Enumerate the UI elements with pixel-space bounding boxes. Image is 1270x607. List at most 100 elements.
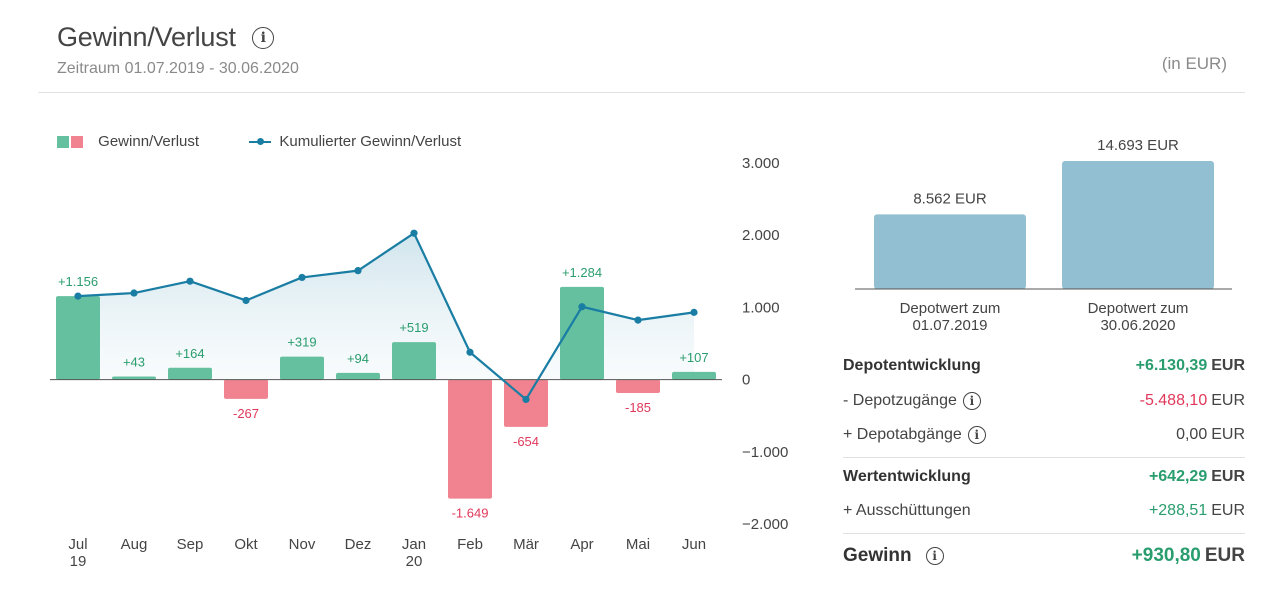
legend-bars[interactable]: Gewinn/Verlust	[57, 133, 199, 150]
cumulative-point-4	[298, 273, 306, 282]
summary-row-label-text: + Depotabgänge	[843, 426, 962, 443]
bar-value-label-2: +164	[175, 346, 204, 361]
bar-value-label-6: +519	[399, 320, 428, 335]
bar-value-label-3: -267	[233, 406, 259, 421]
header: Gewinn/Verlust i	[57, 22, 275, 53]
summary-row-value: +930,80 EUR	[1132, 536, 1245, 576]
cumulative-point-8	[522, 395, 530, 404]
bar-10	[616, 379, 660, 393]
summary-row-label: Gewinn i	[843, 536, 944, 576]
legend-bars-label: Gewinn/Verlust	[98, 132, 200, 150]
summary-row-amount: -5.488,10	[1139, 392, 1208, 409]
summary-row-value: -5.488,10 EUR	[1140, 384, 1245, 418]
x-tick-label-4: Nov	[289, 536, 316, 553]
bar-1	[112, 376, 156, 380]
cumulative-point-10	[634, 316, 642, 324]
summary-row-label: + Ausschüttungen	[843, 494, 971, 528]
summary-row-currency: EUR	[1204, 545, 1245, 566]
cumulative-point-3	[242, 296, 250, 305]
cumulative-area	[78, 233, 694, 400]
monthly-profit-chart: +1.156 +43 +164 -267 +319 +94 +519 -1.649 -654 +1…	[50, 155, 788, 570]
cumulative-point-5	[354, 267, 362, 275]
legend-line-label: Kumulierter Gewinn/Verlust	[279, 132, 462, 150]
depot-bar-value-label-0: 8.562 EUR	[913, 190, 987, 207]
info-icon[interactable]: i	[967, 425, 986, 444]
bar-3	[224, 379, 268, 399]
unit-label: (in EUR)	[1161, 54, 1227, 73]
depot-bar-1	[1062, 161, 1214, 289]
bar-value-label-0: +1.156	[58, 274, 98, 289]
header-divider	[38, 92, 1245, 93]
cumulative-line	[77, 232, 695, 401]
bar-value-label-7: -1.649	[452, 506, 489, 521]
summary-row-value: +288,51 EUR	[1149, 494, 1245, 528]
summary-row-amount: +6.130,39	[1135, 357, 1208, 374]
y-tick-label-3: 0	[742, 372, 750, 389]
summary-row-value: 0,00 EUR	[1176, 418, 1245, 452]
depot-category-label-0-line2: 01.07.2019	[912, 317, 987, 334]
legend-line[interactable]: Kumulierter Gewinn/Verlust	[245, 133, 461, 150]
bar-value-label-11: +107	[679, 350, 708, 365]
x-tick-label-8: Mär	[513, 536, 539, 553]
x-tick-label-6-line2: 20	[406, 553, 423, 570]
summary-row-label-text: Gewinn	[843, 545, 912, 566]
bar-value-label-8: -654	[513, 434, 539, 449]
cumulative-point-0	[74, 292, 82, 300]
bar-7	[448, 379, 492, 499]
summary-row-label-text: + Ausschüttungen	[843, 502, 971, 519]
summary-row-amount: +930,80	[1131, 545, 1201, 566]
x-tick-label-0-line2: 19	[70, 553, 87, 570]
summary-row: Gewinn i +930,80 EUR	[843, 536, 1245, 570]
depot-bar-value-label-1: 14.693 EUR	[1097, 137, 1179, 154]
summary-row-currency: EUR	[1211, 502, 1245, 519]
y-tick-label-2: 1.000	[742, 299, 780, 316]
summary-row-label-text: Depotentwicklung	[843, 357, 981, 374]
summary-row-label: Wertentwicklung	[843, 460, 971, 494]
summary-row: + Ausschüttungen +288,51 EUR	[843, 494, 1245, 528]
depot-category-label-1: Depotwert zum	[1088, 300, 1189, 317]
x-tick-label-2: Sep	[177, 536, 204, 553]
summary-row-label: - Depotzugänge i	[843, 384, 981, 418]
summary-row: Wertentwicklung +642,29 EUR	[843, 460, 1245, 494]
bar-value-label-10: -185	[625, 400, 651, 415]
y-tick-label-1: 2.000	[742, 227, 780, 244]
bar-value-label-4: +319	[287, 335, 316, 350]
summary-row-value: +642,29 EUR	[1149, 460, 1245, 494]
bar-value-label-1: +43	[123, 354, 145, 369]
x-tick-label-7: Feb	[457, 536, 483, 553]
cumulative-point-7	[466, 348, 474, 356]
x-tick-label-0: Jul	[68, 536, 87, 553]
chart-legend: Gewinn/Verlust Kumulierter Gewinn/Verlus…	[57, 132, 461, 150]
x-tick-label-10: Mai	[626, 536, 650, 553]
bar-0	[56, 296, 100, 380]
legend-line-marker	[249, 138, 272, 146]
legend-swatch-negative	[71, 135, 83, 148]
summary-row-value: +6.130,39 EUR	[1136, 349, 1245, 383]
info-icon[interactable]: i	[252, 26, 275, 49]
bar-value-label-9: +1.284	[562, 265, 602, 280]
cumulative-point-11	[690, 308, 698, 316]
legend-swatch-positive	[57, 135, 69, 148]
depot-category-label-0: Depotwert zum	[900, 300, 1001, 317]
y-tick-label-5: −2.000	[742, 516, 788, 533]
info-icon[interactable]: i	[925, 546, 944, 565]
summary-row: - Depotzugänge i -5.488,10 EUR	[843, 384, 1245, 418]
info-icon[interactable]: i	[962, 391, 981, 410]
y-tick-label-0: 3.000	[742, 155, 780, 172]
summary-row-currency: EUR	[1211, 468, 1245, 485]
summary-row-currency: EUR	[1211, 392, 1245, 409]
x-tick-label-9: Apr	[570, 536, 593, 553]
summary-row-currency: EUR	[1211, 357, 1245, 374]
y-tick-label-4: −1.000	[742, 444, 788, 461]
bar-value-label-5: +94	[347, 351, 369, 366]
cumulative-point-6	[410, 229, 418, 237]
x-tick-label-3: Okt	[234, 536, 258, 553]
x-tick-label-6: Jan	[402, 536, 426, 553]
bar-2	[168, 367, 212, 380]
x-tick-label-1: Aug	[121, 536, 148, 553]
summary-row-label-text: - Depotzugänge	[843, 392, 957, 409]
depot-bar-0	[874, 214, 1026, 289]
summary-row: + Depotabgänge i 0,00 EUR	[843, 418, 1245, 452]
summary-row-amount: +642,29	[1148, 468, 1208, 485]
